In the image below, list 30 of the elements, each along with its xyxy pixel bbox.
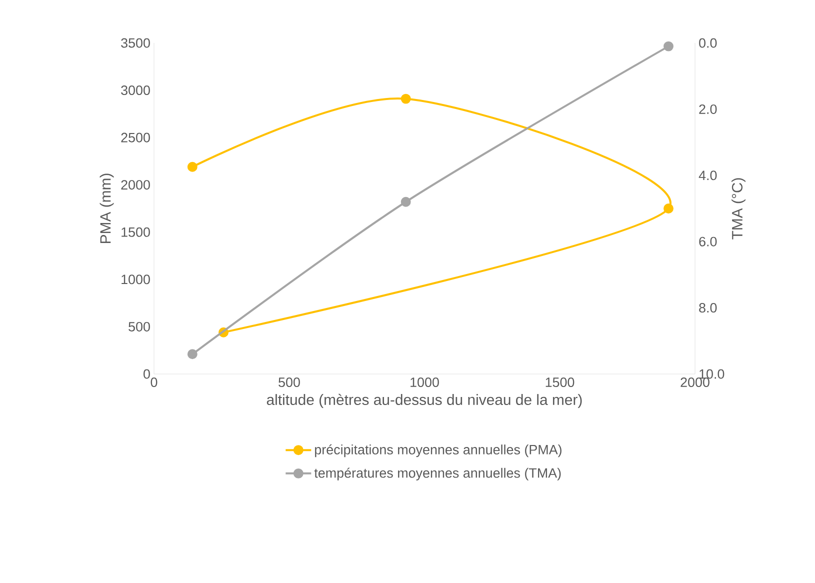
x-tick-label: 1000: [410, 378, 439, 388]
y2-tick-label: 8.0: [699, 303, 717, 313]
x-tick-label: 1500: [546, 378, 574, 388]
y-tick-label: 2000: [121, 180, 150, 190]
y-tick-label: 0: [144, 369, 150, 379]
legend-label: températures moyennes annuelles (TMA): [314, 468, 561, 480]
point: [664, 204, 674, 214]
y2-tick-label: 0.0: [699, 38, 717, 48]
y-tick-label: 2500: [121, 132, 150, 142]
x-axis-title: altitude (mètres au-dessus du niveau de la mer): [266, 394, 582, 408]
y2-tick-label: 6.0: [699, 236, 717, 246]
y-axis-title: PMA (mm): [100, 174, 114, 243]
x-tick-label: 2000: [680, 378, 710, 388]
point: [187, 162, 198, 172]
x-tick-label: 0: [150, 378, 158, 388]
point: [187, 349, 198, 360]
y-tick-label: 1000: [122, 274, 150, 284]
y2-tick-label: 10.0: [700, 369, 724, 379]
point: [664, 41, 674, 52]
x-tick-label: 500: [278, 378, 300, 388]
y2-axis-title: TMA (°C): [732, 178, 746, 240]
point: [400, 196, 411, 207]
y-tick-label: 3000: [121, 86, 150, 96]
y2-tick-label: 2.0: [699, 104, 717, 114]
point: [400, 94, 411, 104]
y-tick-label: 500: [128, 322, 150, 332]
y2-tick-label: 4.0: [698, 170, 717, 180]
y-tick-label: 1500: [122, 227, 150, 237]
legend-label: précipitations moyennes annuelles (PMA): [315, 444, 562, 458]
y-tick-label: 3500: [121, 38, 150, 48]
